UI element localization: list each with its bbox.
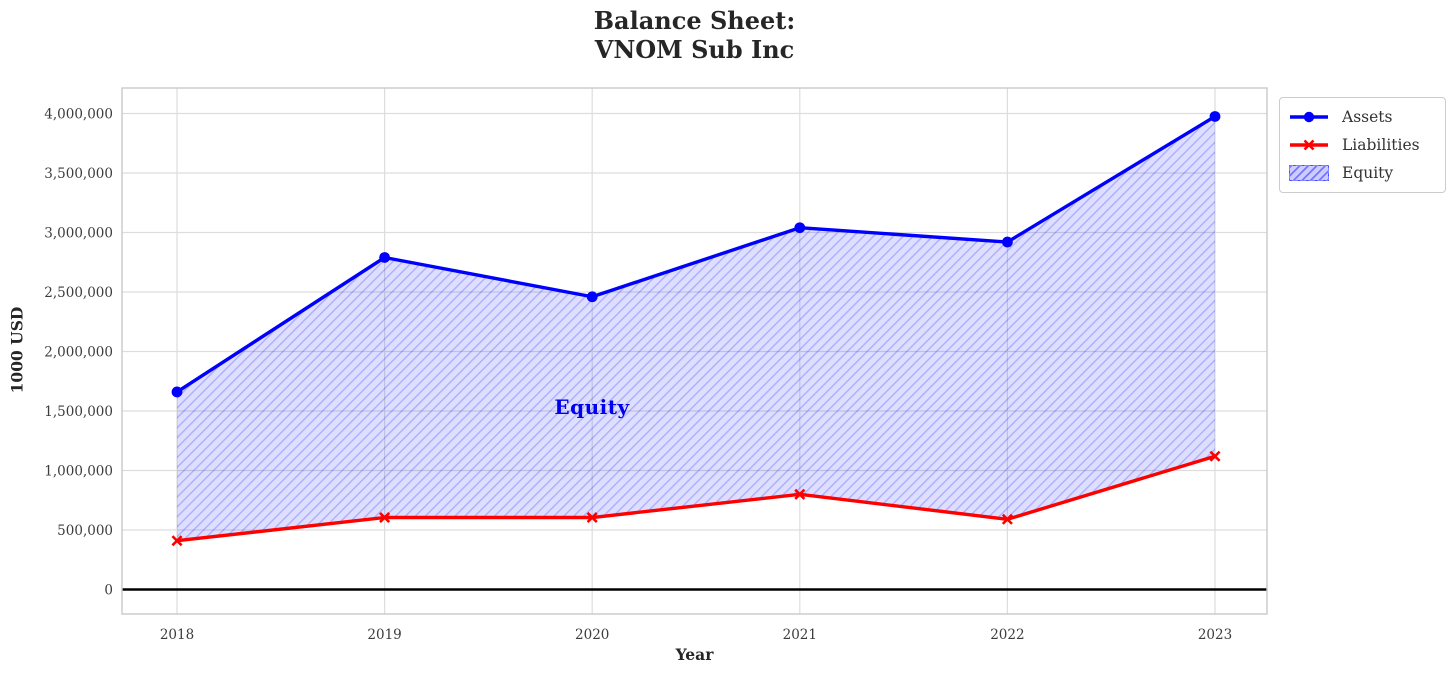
assets-marker-2018	[171, 386, 183, 398]
legend-label-assets: Assets	[1342, 107, 1393, 126]
y-tick-label-6: 3,000,000	[44, 225, 113, 241]
liabilities-marker-2021	[794, 488, 806, 500]
liabilities-marker-2019	[379, 511, 391, 524]
legend-item-equity: Equity	[1289, 161, 1435, 184]
assets-marker-2020	[586, 291, 598, 303]
liabilities-marker-2018	[171, 535, 183, 547]
equity-area-label: Equity	[554, 395, 630, 419]
x-tick-label-2020: 2020	[575, 627, 609, 643]
liabilities-marker-2023	[1209, 450, 1221, 462]
y-tick-label-7: 3,500,000	[44, 166, 113, 182]
assets-marker-2021	[794, 222, 806, 234]
x-tick-label-2021: 2021	[783, 627, 817, 643]
chart-title-line2: VNOM Sub Inc	[594, 35, 795, 65]
hatch-swatch-icon	[1289, 164, 1329, 181]
equity-area	[177, 116, 1215, 541]
liabilities-marker-2020	[586, 511, 598, 524]
line-x-marker-icon	[1290, 139, 1328, 150]
y-tick-label-1: 500,000	[57, 523, 113, 539]
legend-label-equity: Equity	[1342, 163, 1394, 182]
x-tick-label-2022: 2022	[990, 627, 1024, 643]
x-axis-label: Year	[675, 645, 714, 664]
x-tick-label-2019: 2019	[367, 627, 401, 643]
assets-line	[176, 115, 1216, 394]
y-tick-label-3: 1,500,000	[44, 404, 113, 420]
chart-title-line1: Balance Sheet:	[593, 6, 796, 35]
assets-marker-2019	[379, 252, 390, 263]
plot-border	[121, 87, 1268, 615]
x-tick-label-2023: 2023	[1198, 627, 1232, 643]
chart-title: Balance Sheet: VNOM Sub Inc	[122, 6, 1267, 65]
assets-marker-2023	[1209, 111, 1221, 122]
y-tick-label-4: 2,000,000	[44, 344, 113, 360]
legend-item-assets: Assets	[1289, 105, 1435, 128]
y-tick-label-0: 0	[104, 582, 113, 598]
line-circle-marker-icon	[1290, 111, 1328, 122]
legend: Assets Liabilities Equity	[1279, 97, 1446, 193]
y-axis-label: 1000 USD	[7, 306, 27, 394]
assets-marker-2022	[1002, 236, 1013, 248]
y-tick-label-8: 4,000,000	[44, 106, 113, 122]
x-tick-label-2018: 2018	[160, 627, 194, 643]
liabilities-line	[176, 454, 1216, 543]
legend-label-liabilities: Liabilities	[1342, 135, 1420, 154]
legend-item-liabilities: Liabilities	[1289, 133, 1435, 156]
y-tick-label-5: 2,500,000	[44, 285, 113, 301]
liabilities-marker-2022	[1001, 513, 1013, 525]
y-tick-label-2: 1,000,000	[44, 463, 113, 479]
